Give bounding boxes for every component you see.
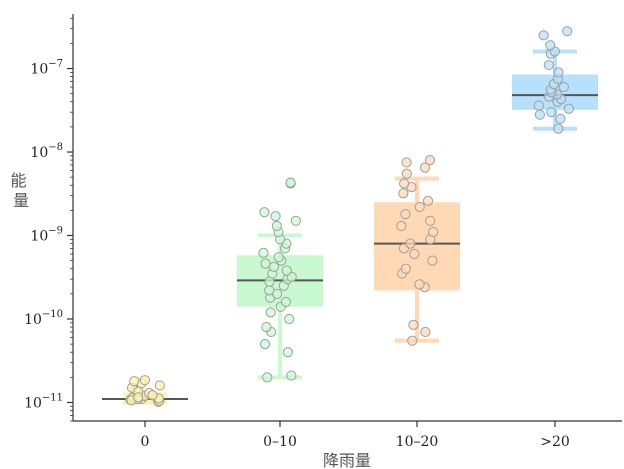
data-point: [265, 307, 276, 318]
data-point: [261, 321, 272, 333]
data-point: [420, 326, 431, 338]
data-point: [400, 209, 411, 220]
data-point: [290, 215, 301, 226]
data-point: [154, 380, 165, 391]
y-tick-label: 10−11: [24, 392, 63, 411]
data-point: [534, 109, 545, 120]
data-point: [280, 296, 291, 308]
data-point: [273, 252, 284, 263]
data-point: [260, 258, 271, 269]
y-tick-label: 10−9: [30, 226, 63, 245]
data-point: [553, 123, 564, 134]
data-point: [398, 188, 409, 199]
data-point: [545, 40, 556, 51]
y-tick-label: 10−10: [24, 309, 63, 328]
data-point: [262, 372, 273, 383]
data-point: [543, 59, 554, 71]
data-point: [407, 335, 418, 346]
data-point: [399, 178, 410, 189]
box-group: [102, 375, 188, 407]
data-point: [271, 220, 282, 232]
data-point: [400, 263, 411, 274]
data-point: [259, 339, 271, 350]
data-point: [533, 100, 544, 111]
y-tick-label: 10−8: [30, 142, 63, 161]
y-ticks: 10−11 10−10 10−9 10−8 10−7: [24, 17, 73, 422]
box-group: [512, 26, 598, 134]
x-tick-label: 0: [141, 434, 150, 450]
x-axis-title: 降雨量: [323, 451, 371, 469]
data-point: [147, 390, 158, 401]
data-point: [401, 168, 412, 179]
x-tick-label: 0–10: [263, 434, 297, 450]
data-point: [405, 238, 416, 249]
data-point: [285, 177, 296, 188]
data-point: [286, 370, 297, 381]
y-tick-label: 10−7: [30, 59, 63, 78]
data-point: [427, 226, 439, 238]
data-point: [408, 319, 419, 330]
data-point: [264, 285, 275, 296]
box-group: [237, 177, 323, 383]
data-point: [425, 215, 436, 226]
data-point: [414, 201, 425, 213]
data-point: [259, 207, 270, 218]
box: [374, 202, 460, 291]
data-point: [553, 67, 564, 78]
data-point: [396, 220, 407, 232]
data-point: [424, 155, 436, 166]
data-point: [427, 255, 438, 266]
data-point: [401, 157, 412, 168]
data-point: [282, 347, 293, 358]
data-point: [563, 103, 574, 114]
data-point: [284, 313, 295, 325]
data-point: [270, 211, 281, 222]
data-point: [538, 30, 549, 41]
data-point: [281, 265, 292, 276]
data-point: [414, 279, 425, 290]
box-group: [374, 155, 460, 346]
data-point: [139, 375, 150, 386]
x-tick-label: >20: [540, 434, 570, 450]
data-point: [409, 248, 420, 260]
data-point: [562, 26, 573, 37]
data-point: [258, 247, 269, 258]
data-point: [129, 376, 140, 387]
data-point: [558, 81, 569, 93]
x-tick-label: 10–20: [396, 434, 439, 450]
data-point: [422, 195, 434, 206]
x-ticks: 0 0–10 10–20 >20: [141, 421, 570, 450]
data-point: [555, 113, 566, 124]
y-axis-title: 能 量: [10, 171, 31, 210]
data-point: [133, 392, 144, 403]
data-point: [546, 107, 557, 118]
data-point: [419, 162, 431, 173]
plot-area: [102, 26, 598, 407]
